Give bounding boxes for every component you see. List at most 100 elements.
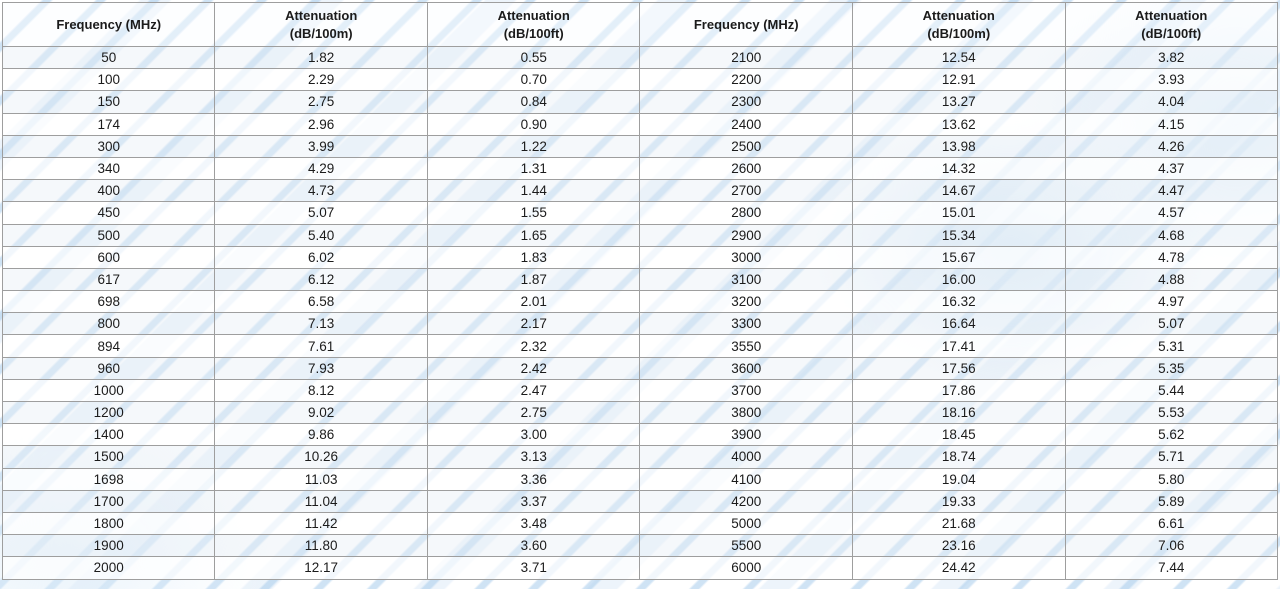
table-cell: 0.55 (426, 45, 641, 70)
table-cell: 3600 (639, 356, 853, 380)
header-row: Frequency (MHz) Attenuation (dB/100m) At… (1, 2, 1279, 47)
table-cell: 17.56 (852, 356, 1066, 380)
table-cell: 500 (1, 223, 216, 247)
table-cell: 3900 (639, 423, 853, 447)
table-cell: 800 (1, 312, 216, 336)
column-header-label: Attenuation (285, 7, 358, 23)
table-cell: 3300 (639, 312, 853, 336)
table-cell: 2200 (639, 68, 853, 92)
table-cell: 2.96 (214, 112, 428, 136)
table-cell: 4.97 (1064, 290, 1279, 314)
table-cell: 1200 (1, 400, 216, 425)
table-cell: 4200 (639, 489, 853, 513)
column-header-sublabel: (dB/100ft) (1141, 25, 1202, 41)
column-header-sublabel: (dB/100m) (927, 25, 991, 41)
table-cell: 4.15 (1064, 112, 1279, 136)
table-cell: 12.54 (852, 45, 1066, 70)
table-cell: 8.12 (214, 378, 428, 403)
table-cell: 2.75 (426, 400, 641, 425)
table-cell: 6.12 (214, 267, 428, 292)
column-header-attenuation-100m-right: Attenuation (dB/100m) (852, 2, 1066, 47)
table-cell: 15.34 (852, 223, 1066, 247)
table-cell: 11.04 (214, 489, 428, 513)
table-cell: 4.37 (1064, 156, 1279, 181)
table-row: 450 5.07 1.55 2800 15.01 4.57 (1, 201, 1279, 225)
column-header-label: Attenuation (1135, 7, 1208, 23)
table-cell: 3200 (639, 290, 853, 314)
table-row: 150 2.75 0.84 2300 13.27 4.04 (1, 90, 1279, 114)
table-cell: 1.55 (426, 201, 641, 225)
table-cell: 450 (1, 201, 216, 225)
table-cell: 5500 (639, 534, 853, 558)
table-row: 1500 10.26 3.13 4000 18.74 5.71 (1, 445, 1279, 469)
column-header-sublabel: (dB/100m) (289, 25, 353, 41)
table-cell: 2000 (1, 556, 216, 580)
table-cell: 13.62 (852, 112, 1066, 136)
table-row: 800 7.13 2.17 3300 16.64 5.07 (1, 312, 1279, 336)
table-cell: 50 (1, 45, 216, 70)
table-cell: 12.91 (852, 68, 1066, 92)
table-cell: 15.01 (852, 201, 1066, 225)
table-cell: 1.65 (426, 223, 641, 247)
table-cell: 600 (1, 245, 216, 269)
table-cell: 2.01 (426, 290, 641, 314)
table-cell: 4.78 (1064, 245, 1279, 269)
table-cell: 2700 (639, 179, 853, 203)
table-header: Frequency (MHz) Attenuation (dB/100m) At… (1, 2, 1279, 47)
table-row: 1400 9.86 3.00 3900 18.45 5.62 (1, 423, 1279, 447)
table-cell: 4.04 (1064, 90, 1279, 114)
table-cell: 617 (1, 267, 216, 292)
column-header-attenuation-100ft-right: Attenuation (dB/100ft) (1064, 2, 1279, 47)
table-cell: 4.88 (1064, 267, 1279, 292)
column-header-label: Frequency (MHz) (56, 16, 162, 32)
table-cell: 2.75 (214, 90, 428, 114)
table-cell: 0.70 (426, 68, 641, 92)
table-row: 1700 11.04 3.37 4200 19.33 5.89 (1, 489, 1279, 513)
table-cell: 3550 (639, 334, 853, 358)
table-cell: 2800 (639, 201, 853, 225)
table-cell: 2.47 (426, 378, 641, 403)
table-cell: 3.48 (426, 511, 641, 536)
table-cell: 5.07 (214, 201, 428, 225)
table-cell: 7.61 (214, 334, 428, 358)
table-cell: 2.32 (426, 334, 641, 358)
table-cell: 174 (1, 112, 216, 136)
table-cell: 7.13 (214, 312, 428, 336)
table-cell: 3.13 (426, 445, 641, 469)
table-cell: 16.00 (852, 267, 1066, 292)
table-cell: 2.29 (214, 68, 428, 92)
column-header-attenuation-100ft-left: Attenuation (dB/100ft) (426, 2, 641, 47)
table-row: 300 3.99 1.22 2500 13.98 4.26 (1, 134, 1279, 158)
table-cell: 4.29 (214, 156, 428, 181)
table-cell: 6.61 (1064, 511, 1279, 536)
table-cell: 5.80 (1064, 467, 1279, 491)
table-row: 1900 11.80 3.60 5500 23.16 7.06 (1, 534, 1279, 558)
column-header-label: Attenuation (922, 7, 995, 23)
table-cell: 3.99 (214, 134, 428, 158)
table-cell: 6.58 (214, 290, 428, 314)
table-row: 1698 11.03 3.36 4100 19.04 5.80 (1, 467, 1279, 491)
table-cell: 2.17 (426, 312, 641, 336)
table-cell: 5.07 (1064, 312, 1279, 336)
table-cell: 2600 (639, 156, 853, 181)
table-cell: 1698 (1, 467, 216, 491)
table-cell: 894 (1, 334, 216, 358)
column-header-frequency-right: Frequency (MHz) (639, 2, 853, 47)
table-cell: 5.53 (1064, 400, 1279, 425)
table-cell: 400 (1, 179, 216, 203)
table-cell: 11.42 (214, 511, 428, 536)
table-cell: 14.32 (852, 156, 1066, 181)
table-cell: 18.45 (852, 423, 1066, 447)
table-cell: 4.47 (1064, 179, 1279, 203)
table-cell: 12.17 (214, 556, 428, 580)
table-cell: 300 (1, 134, 216, 158)
column-header-label: Frequency (MHz) (693, 16, 799, 32)
table-row: 698 6.58 2.01 3200 16.32 4.97 (1, 290, 1279, 314)
table-cell: 2300 (639, 90, 853, 114)
table-cell: 19.04 (852, 467, 1066, 491)
table-cell: 5.71 (1064, 445, 1279, 469)
table-cell: 3.82 (1064, 45, 1279, 70)
table-cell: 1.82 (214, 45, 428, 70)
table-cell: 18.16 (852, 400, 1066, 425)
table-row: 50 1.82 0.55 2100 12.54 3.82 (1, 45, 1279, 70)
